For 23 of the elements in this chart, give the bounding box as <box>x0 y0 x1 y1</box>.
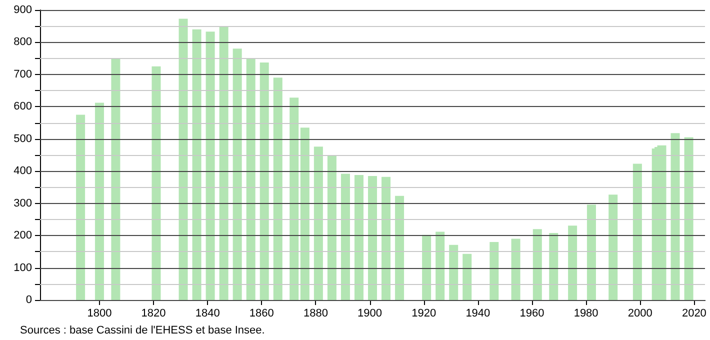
y-tick-label: 300 <box>14 197 32 210</box>
y-tick-label: 800 <box>14 36 32 48</box>
y-tick-label: 100 <box>14 262 32 274</box>
y-tick-label: 900 <box>14 4 32 16</box>
x-tick-label: 2020 <box>682 308 706 320</box>
x-tick-label: 1980 <box>574 308 598 320</box>
x-tick-label: 1940 <box>466 308 490 320</box>
y-tick-label: 200 <box>14 230 32 242</box>
x-tick-label: 2000 <box>628 308 652 320</box>
source-note: Sources : base Cassini de l'EHESS et base Insee. <box>20 324 265 336</box>
y-tick-label: 400 <box>14 165 32 178</box>
y-tick-label: 500 <box>14 132 32 145</box>
x-tick-label: 1800 <box>87 308 112 320</box>
y-tick-label: 0 <box>26 294 32 306</box>
x-tick-label: 1840 <box>195 308 220 320</box>
x-tick-label: 1860 <box>249 308 274 320</box>
x-tick-label: 1960 <box>520 308 544 320</box>
x-tick-label: 1880 <box>303 308 328 320</box>
y-tick-label: 600 <box>14 100 32 113</box>
x-tick-label: 1920 <box>412 308 436 320</box>
x-tick-label: 1900 <box>358 308 382 320</box>
x-tick-label: 1820 <box>141 308 166 320</box>
y-tick-label: 700 <box>14 68 32 80</box>
